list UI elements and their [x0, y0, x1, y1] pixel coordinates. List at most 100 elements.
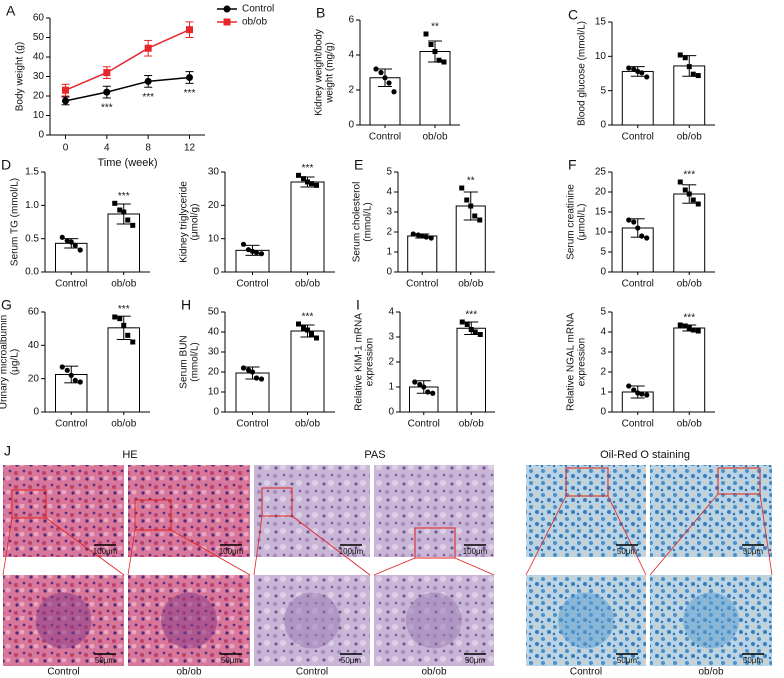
x-tick-label: ob/ob — [677, 279, 702, 290]
marker — [144, 77, 152, 85]
y-tick-label: 4 — [388, 307, 394, 318]
y-axis-label: Serum creatinine — [566, 184, 577, 260]
data-point — [677, 52, 683, 58]
data-point — [253, 375, 260, 381]
significance: *** — [302, 312, 314, 323]
data-point — [249, 248, 256, 254]
y-tick-label: 1.0 — [25, 200, 39, 211]
data-point — [425, 389, 431, 395]
data-point — [468, 203, 474, 209]
data-point — [258, 251, 265, 257]
data-point — [117, 316, 123, 322]
data-point — [240, 365, 247, 371]
scale-label: 100μm — [339, 547, 364, 556]
data-point — [130, 222, 136, 228]
zoom-line — [253, 515, 263, 576]
y-axis-label: Kidney triglyceride — [179, 181, 190, 263]
data-point — [112, 314, 118, 320]
y-axis-label: Body weight (g) — [15, 42, 26, 111]
x-tick-label: ob/ob — [459, 419, 484, 430]
y-tick-label: 0 — [213, 407, 219, 418]
legend-label: ob/ob — [242, 17, 267, 28]
data-point — [428, 235, 434, 241]
x-tick-label: Control — [622, 132, 654, 143]
marker — [186, 73, 193, 81]
histology-image — [254, 465, 370, 557]
y-tick-label: 1 — [386, 247, 392, 258]
y-axis-label: Serum TG (mmol/L) — [10, 178, 21, 266]
data-point — [64, 367, 70, 373]
y-tick-label: 1.5 — [25, 167, 39, 178]
data-point — [301, 325, 306, 331]
y-tick-label: 2 — [348, 85, 354, 96]
scale-label: 50μm — [465, 656, 486, 665]
panel-letter: B — [316, 5, 325, 21]
significance: *** — [184, 88, 196, 99]
data-point — [631, 219, 637, 225]
significance: *** — [683, 170, 695, 181]
panel-letter: J — [4, 443, 11, 459]
data-point — [690, 197, 696, 203]
x-tick-label: Control — [369, 132, 401, 143]
y-axis-label: weight (mg/g) — [325, 42, 336, 104]
section-header: HE — [122, 449, 137, 461]
y-tick-label: 10 — [208, 387, 220, 398]
data-point — [677, 179, 683, 185]
y-tick-label: 20 — [33, 91, 45, 102]
panel-letter: C — [568, 7, 578, 23]
data-point — [245, 367, 252, 373]
data-point — [690, 71, 696, 77]
panel-letter: G — [1, 297, 12, 313]
y-tick-label: 2 — [600, 367, 606, 378]
y-tick-label: 0.5 — [25, 233, 39, 244]
zoom-box — [565, 467, 609, 497]
y-tick-label: 40 — [208, 327, 220, 338]
data-point — [421, 384, 427, 390]
data-point — [412, 379, 418, 385]
data-point — [430, 390, 436, 396]
data-point — [459, 185, 465, 191]
x-tick-label: Control — [236, 419, 268, 430]
y-tick-label: 10 — [208, 233, 220, 244]
panel-letter: H — [181, 297, 191, 313]
data-point — [464, 322, 470, 327]
y-tick-label: 20 — [28, 373, 40, 384]
significance: *** — [118, 191, 130, 202]
y-tick-label: 30 — [33, 71, 45, 82]
y-tick-label: 1 — [600, 387, 606, 398]
line — [65, 29, 190, 91]
data-point — [68, 239, 74, 245]
data-point — [253, 250, 260, 256]
data-point — [305, 327, 310, 333]
y-tick-label: 5 — [600, 307, 606, 318]
y-tick-label: 0 — [38, 130, 44, 141]
y-tick-label: 4 — [386, 187, 392, 198]
y-tick-label: 30 — [208, 167, 220, 178]
data-point — [68, 372, 74, 378]
data-point — [441, 59, 447, 65]
data-point — [472, 329, 478, 335]
y-tick-label: 5 — [600, 247, 606, 258]
data-point — [130, 339, 136, 345]
scale-label: 50μm — [617, 547, 638, 556]
scale-label: 100μm — [463, 547, 488, 556]
scale-label: 50μm — [743, 547, 764, 556]
y-tick-label: 6 — [348, 15, 354, 26]
zoom-line — [525, 495, 567, 576]
group-label: ob/ob — [176, 667, 201, 678]
data-point — [635, 68, 641, 75]
data-point — [77, 379, 83, 385]
zoom-box — [134, 499, 172, 531]
data-point — [296, 172, 301, 178]
y-tick-label: 3 — [386, 207, 392, 218]
x-tick-label: Control — [622, 279, 654, 290]
bar — [290, 330, 325, 413]
y-tick-label: 10 — [595, 227, 607, 238]
panel-letter: F — [568, 157, 577, 173]
y-tick-label: 5 — [600, 85, 606, 96]
y-axis-label: Relative KIM-1 mRNA — [354, 313, 365, 411]
y-tick-label: 5 — [386, 167, 392, 178]
data-point — [423, 234, 429, 240]
significance: *** — [302, 163, 314, 174]
zoom-line — [649, 493, 719, 576]
